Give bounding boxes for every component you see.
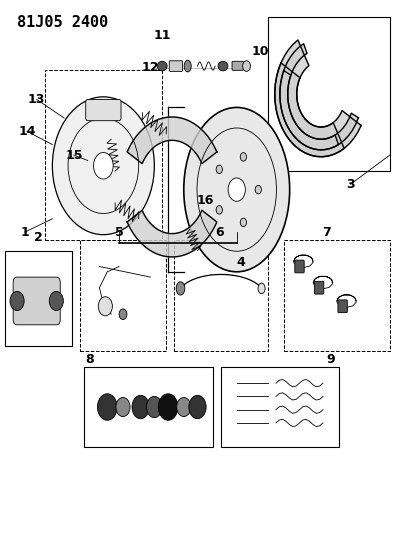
Circle shape — [216, 206, 222, 214]
Ellipse shape — [184, 108, 290, 272]
Text: 8: 8 — [85, 353, 94, 366]
Circle shape — [119, 309, 127, 319]
Bar — [268, 17, 390, 171]
Circle shape — [116, 398, 130, 417]
Circle shape — [228, 178, 245, 201]
Circle shape — [240, 152, 246, 161]
Text: 2: 2 — [34, 231, 43, 244]
Ellipse shape — [258, 283, 265, 294]
FancyBboxPatch shape — [232, 61, 243, 70]
Text: 11: 11 — [153, 29, 171, 42]
Circle shape — [158, 394, 178, 420]
Circle shape — [98, 394, 117, 420]
Circle shape — [10, 292, 24, 311]
Text: 12: 12 — [142, 61, 159, 74]
Text: 10: 10 — [252, 45, 269, 58]
Circle shape — [177, 398, 191, 417]
FancyBboxPatch shape — [86, 100, 121, 120]
Text: 1: 1 — [21, 225, 29, 239]
Ellipse shape — [184, 60, 191, 72]
Polygon shape — [280, 71, 339, 150]
FancyBboxPatch shape — [314, 281, 324, 294]
Circle shape — [255, 185, 261, 194]
Circle shape — [216, 165, 222, 174]
Circle shape — [243, 61, 250, 71]
Circle shape — [240, 218, 246, 227]
Bar — [221, 367, 339, 447]
Ellipse shape — [218, 61, 228, 71]
Bar — [5, 251, 72, 346]
Circle shape — [49, 292, 63, 311]
Text: 6: 6 — [215, 225, 224, 239]
Ellipse shape — [157, 61, 167, 71]
Polygon shape — [127, 211, 217, 257]
Text: 9: 9 — [327, 353, 335, 366]
Circle shape — [53, 97, 154, 235]
Text: 7: 7 — [323, 225, 331, 239]
Circle shape — [94, 152, 113, 179]
Text: 3: 3 — [346, 178, 355, 191]
FancyBboxPatch shape — [338, 300, 347, 313]
Ellipse shape — [176, 282, 185, 295]
Text: 81J05 2400: 81J05 2400 — [17, 14, 108, 30]
Text: 5: 5 — [115, 225, 123, 239]
Text: 15: 15 — [65, 149, 83, 161]
FancyBboxPatch shape — [13, 277, 60, 325]
Text: 13: 13 — [28, 93, 45, 106]
Polygon shape — [275, 63, 344, 157]
Bar — [45, 70, 162, 240]
Polygon shape — [275, 40, 361, 157]
Circle shape — [147, 397, 162, 418]
Bar — [80, 240, 166, 351]
Text: 14: 14 — [18, 125, 36, 138]
Text: 16: 16 — [197, 193, 214, 207]
FancyBboxPatch shape — [295, 260, 304, 273]
Polygon shape — [127, 117, 217, 164]
Circle shape — [189, 395, 206, 419]
Polygon shape — [280, 44, 358, 150]
Bar — [284, 240, 390, 351]
Circle shape — [98, 297, 113, 316]
Bar — [174, 240, 268, 351]
Text: 4: 4 — [236, 256, 245, 269]
Circle shape — [132, 395, 149, 419]
FancyBboxPatch shape — [169, 61, 182, 71]
Bar — [84, 367, 213, 447]
